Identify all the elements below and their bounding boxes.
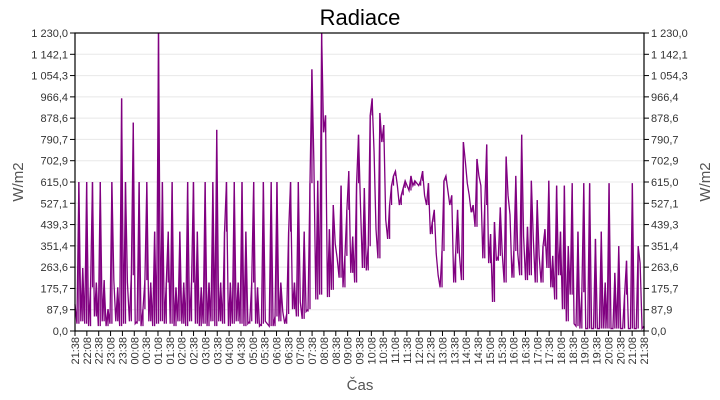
y-tick-label: 702,9 — [651, 156, 679, 168]
x-tick-label: 15:38 — [497, 337, 509, 365]
gridlines — [75, 53, 644, 311]
y-tick-label: 1 142,1 — [31, 49, 68, 61]
x-tick-label: 08:38 — [331, 337, 343, 365]
y-tick-label: 351,4 — [40, 241, 68, 253]
x-tick-label: 01:38 — [165, 337, 177, 365]
y-tick-label: 439,3 — [651, 220, 679, 232]
x-tick-label: 16:38 — [520, 337, 532, 365]
x-tick-label: 11:08 — [390, 337, 402, 364]
y-axis-label-right: W/m2 — [697, 162, 714, 201]
x-tick-label: 11:38 — [402, 337, 414, 364]
x-tick-label: 07:08 — [295, 337, 307, 365]
x-tick-label: 08:08 — [319, 337, 331, 365]
y-tick-label: 87,9 — [47, 305, 68, 317]
x-tick-label: 16:08 — [509, 337, 521, 365]
y-tick-label: 878,6 — [651, 113, 679, 125]
chart-title: Radiace — [320, 5, 401, 30]
x-tick-label: 21:38 — [70, 337, 82, 365]
x-tick-label: 06:38 — [283, 337, 295, 365]
x-tick-label: 12:38 — [426, 337, 438, 365]
x-tick-label: 22:38 — [94, 337, 106, 365]
x-tick-label: 12:08 — [414, 337, 426, 365]
x-tick-label: 17:08 — [532, 337, 544, 365]
y-tick-label: 878,6 — [40, 113, 68, 125]
y-tick-label: 263,6 — [40, 262, 68, 274]
x-tick-label: 05:08 — [248, 337, 260, 365]
x-tick-label: 19:08 — [580, 337, 592, 365]
y-tick-label: 1 142,1 — [651, 49, 688, 61]
y-tick-label: 1 230,0 — [651, 28, 688, 40]
x-tick-label: 17:38 — [544, 337, 556, 365]
y-tick-label: 1 054,3 — [31, 71, 68, 83]
x-tick-label: 18:38 — [568, 337, 580, 365]
x-tick-label: 23:08 — [106, 337, 118, 365]
x-tick-label: 20:08 — [603, 337, 615, 365]
x-tick-label: 03:38 — [212, 337, 224, 365]
y-tick-label: 702,9 — [40, 156, 68, 168]
x-tick-label: 07:38 — [307, 337, 319, 365]
x-tick-label: 09:08 — [343, 337, 355, 365]
y-tick-label: 966,4 — [40, 92, 68, 104]
x-tick-label: 02:38 — [189, 337, 201, 365]
x-tick-label: 10:08 — [366, 337, 378, 365]
y-tick-label: 0,0 — [651, 326, 666, 338]
radiation-line — [74, 32, 645, 331]
x-tick-label: 05:38 — [260, 337, 272, 365]
y-tick-label: 175,7 — [40, 283, 68, 295]
x-tick-label: 20:38 — [615, 337, 627, 365]
x-axis: 21:38 22:08 22:38 23:08 23:38 00:08 00:38 01:08… — [70, 331, 651, 365]
y-tick-label: 790,7 — [40, 134, 68, 146]
x-tick-label: 04:38 — [236, 337, 248, 365]
x-tick-label: 02:08 — [177, 337, 189, 365]
y-tick-label: 87,9 — [651, 305, 672, 317]
y-axis-right: 0,0 87,9 175,7 263,6 351,4 439,3 527,1 615,0 702… — [644, 28, 688, 338]
x-tick-label: 10:38 — [378, 337, 390, 365]
x-tick-label: 14:38 — [473, 337, 485, 365]
x-tick-label: 00:08 — [129, 337, 141, 365]
x-axis-label: Čas — [347, 377, 374, 394]
y-tick-label: 615,0 — [651, 177, 679, 189]
x-tick-label: 01:08 — [153, 337, 165, 365]
x-tick-label: 13:08 — [437, 337, 449, 365]
y-tick-label: 615,0 — [40, 177, 68, 189]
x-tick-label: 14:08 — [461, 337, 473, 365]
y-tick-label: 0,0 — [53, 326, 68, 338]
x-tick-label: 21:08 — [627, 337, 639, 365]
y-tick-label: 175,7 — [651, 283, 679, 295]
y-tick-label: 1 054,3 — [651, 71, 688, 83]
y-axis-label-left: W/m2 — [10, 162, 27, 201]
y-tick-label: 527,1 — [651, 198, 679, 210]
y-tick-label: 790,7 — [651, 134, 679, 146]
x-tick-label: 03:08 — [200, 337, 212, 365]
y-axis-left: 0,0 87,9 175,7 263,6 351,4 439,3 527,1 615,0 702… — [31, 28, 75, 338]
y-tick-label: 263,6 — [651, 262, 679, 274]
y-tick-label: 1 230,0 — [31, 28, 68, 40]
y-tick-label: 439,3 — [40, 220, 68, 232]
y-tick-label: 351,4 — [651, 241, 679, 253]
x-tick-label: 00:38 — [141, 337, 153, 365]
y-tick-label: 527,1 — [40, 198, 68, 210]
x-tick-label: 15:08 — [485, 337, 497, 365]
x-tick-label: 09:38 — [355, 337, 367, 365]
y-tick-label: 966,4 — [651, 92, 679, 104]
x-tick-label: 19:38 — [592, 337, 604, 365]
data-series — [74, 32, 645, 331]
x-tick-label: 18:08 — [556, 337, 568, 365]
x-tick-label: 23:38 — [117, 337, 129, 365]
x-tick-label: 04:08 — [224, 337, 236, 365]
x-tick-label: 21:38 — [639, 337, 651, 365]
x-tick-label: 22:08 — [82, 337, 94, 365]
x-tick-label: 13:38 — [449, 337, 461, 365]
x-tick-label: 06:08 — [272, 337, 284, 365]
